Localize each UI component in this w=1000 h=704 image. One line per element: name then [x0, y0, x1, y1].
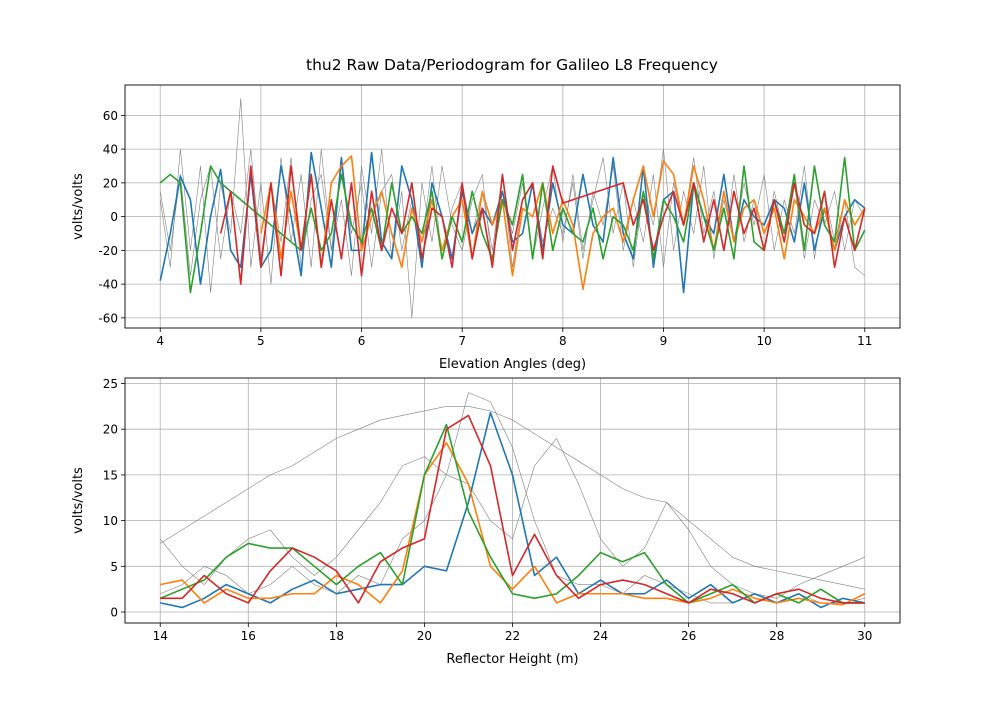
- y-axis-label: volts/volts: [71, 173, 86, 240]
- y-axis-label: volts/volts: [71, 467, 86, 534]
- x-tick-label: 16: [241, 629, 256, 643]
- x-tick-label: 18: [329, 629, 344, 643]
- data-line: [260, 155, 866, 290]
- y-tick-label: 20: [103, 423, 118, 437]
- x-tick-label: 26: [681, 629, 696, 643]
- plot-lines: [159, 392, 866, 609]
- plot-frame: [124, 377, 901, 624]
- x-tick-label: 5: [257, 334, 265, 348]
- data-line: [160, 442, 866, 606]
- x-tick-label: 20: [417, 629, 432, 643]
- x-tick-label: 6: [358, 334, 366, 348]
- x-tick-label: 9: [660, 334, 668, 348]
- data-line: [159, 148, 866, 276]
- y-tick-label: 60: [103, 109, 118, 123]
- x-tick-label: 28: [769, 629, 784, 643]
- x-axis-label: Elevation Angles (deg): [439, 357, 586, 372]
- x-tick-label: 11: [857, 334, 872, 348]
- x-tick-label: 8: [559, 334, 567, 348]
- y-tick-label: 0: [110, 210, 118, 224]
- y-tick-label: 15: [103, 468, 118, 482]
- y-tick-label: -40: [98, 278, 118, 292]
- x-tick-label: 24: [593, 629, 608, 643]
- x-axis-label: Reflector Height (m): [446, 652, 578, 667]
- y-tick-label: 40: [103, 143, 118, 157]
- data-line: [160, 414, 865, 604]
- plot-frame: [124, 84, 901, 329]
- data-line: [159, 156, 866, 294]
- y-tick-label: 5: [110, 560, 118, 574]
- y-tick-label: -60: [98, 311, 118, 325]
- plot-lines: [159, 98, 866, 319]
- x-tick-label: 30: [857, 629, 872, 643]
- data-line: [159, 438, 865, 599]
- y-tick-label: 25: [103, 377, 118, 391]
- chart-title: thu2 Raw Data/Periodogram for Galileo L8…: [306, 56, 718, 74]
- x-tick-label: 22: [505, 629, 520, 643]
- x-tick-label: 7: [458, 334, 466, 348]
- x-tick-label: 4: [156, 334, 164, 348]
- data-line: [160, 406, 865, 590]
- y-tick-label: -20: [98, 244, 118, 258]
- y-tick-label: 0: [110, 606, 118, 620]
- x-tick-label: 14: [153, 629, 168, 643]
- data-line: [159, 423, 865, 604]
- data-line: [219, 165, 866, 285]
- y-tick-label: 10: [103, 514, 118, 528]
- x-tick-label: 10: [756, 334, 771, 348]
- y-tick-label: 20: [103, 176, 118, 190]
